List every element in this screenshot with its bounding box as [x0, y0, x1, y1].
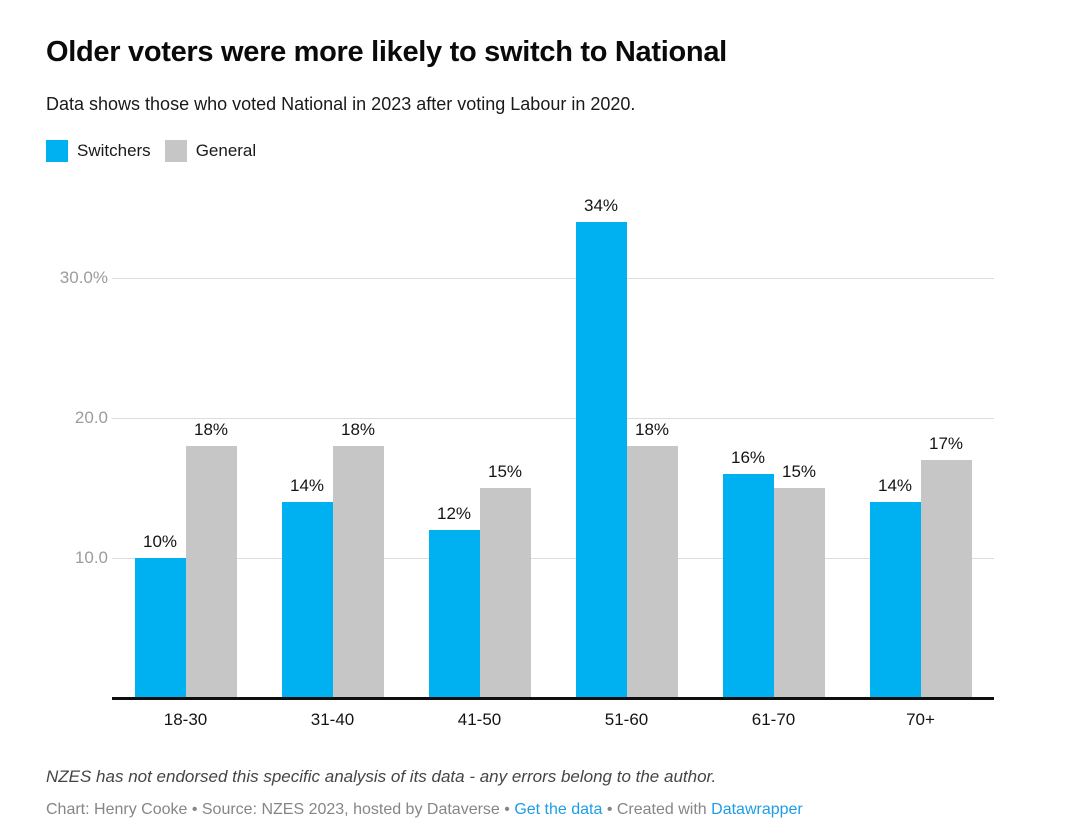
bar-value-label-general-41-50: 15% [487, 462, 523, 481]
bar-general-31-40[interactable] [332, 446, 384, 698]
bar-value-label-general-18-30: 18% [193, 420, 229, 439]
bar-general-61-70[interactable] [773, 488, 825, 698]
bar-value-label-general-31-40: 18% [340, 420, 376, 439]
bar-switchers-70plus[interactable] [869, 502, 921, 698]
y-tick-label-30: 30.0% [59, 268, 108, 287]
legend-item-general: General [164, 140, 257, 162]
legend-item-switchers: Switchers [46, 140, 151, 162]
bar-value-label-general-61-70: 15% [781, 462, 817, 481]
bar-general-51-60[interactable] [626, 446, 678, 698]
bar-switchers-41-50[interactable] [428, 530, 480, 698]
bar-switchers-31-40[interactable] [281, 502, 333, 698]
chart-title: Older voters were more likely to switch … [46, 36, 727, 68]
bar-value-label-switchers-18-30: 10% [142, 532, 178, 551]
bar-value-label-general-51-60: 18% [634, 420, 670, 439]
x-axis-label-18-30: 18-30 [163, 710, 208, 729]
gridline-30 [112, 278, 994, 279]
bar-switchers-18-30[interactable] [134, 558, 186, 698]
bar-general-41-50[interactable] [479, 488, 531, 698]
x-axis-label-70plus: 70+ [906, 710, 935, 729]
legend-swatch-general [164, 140, 187, 162]
bar-general-18-30[interactable] [185, 446, 237, 698]
disclaimer-text: NZES has not endorsed this specific anal… [46, 767, 717, 786]
bar-value-label-switchers-61-70: 16% [730, 448, 766, 467]
y-tick-label-10: 10.0 [74, 548, 108, 567]
x-axis-label-31-40: 31-40 [310, 710, 355, 729]
credit-middle: • Created with [602, 801, 712, 818]
legend: Switchers General [46, 140, 256, 162]
credit-line: Chart: Henry Cooke • Source: NZES 2023, … [46, 799, 803, 820]
legend-label-switchers: Switchers [77, 141, 151, 160]
y-tick-label-20: 20.0 [74, 408, 108, 427]
bar-value-label-switchers-41-50: 12% [436, 504, 472, 523]
bar-switchers-51-60[interactable] [575, 222, 627, 698]
legend-label-general: General [195, 141, 257, 160]
credit-prefix: Chart: Henry Cooke • Source: NZES 2023, … [46, 801, 515, 818]
x-axis-baseline [112, 697, 994, 700]
legend-swatch-switchers [46, 140, 68, 162]
gridline-10 [112, 558, 994, 559]
datawrapper-link[interactable]: Datawrapper [711, 801, 803, 818]
bar-value-label-switchers-31-40: 14% [289, 476, 325, 495]
bar-switchers-61-70[interactable] [722, 474, 774, 698]
bar-general-70plus[interactable] [920, 460, 972, 698]
gridline-20 [112, 418, 994, 419]
x-axis-label-41-50: 41-50 [457, 710, 502, 729]
x-axis-label-61-70: 61-70 [751, 710, 796, 729]
chart-subtitle: Data shows those who voted National in 2… [46, 94, 636, 114]
x-axis-label-51-60: 51-60 [604, 710, 649, 729]
bar-value-label-general-70plus: 17% [928, 434, 964, 453]
bar-value-label-switchers-70plus: 14% [877, 476, 913, 495]
get-the-data-link[interactable]: Get the data [514, 801, 603, 818]
bar-value-label-switchers-51-60: 34% [583, 196, 619, 215]
